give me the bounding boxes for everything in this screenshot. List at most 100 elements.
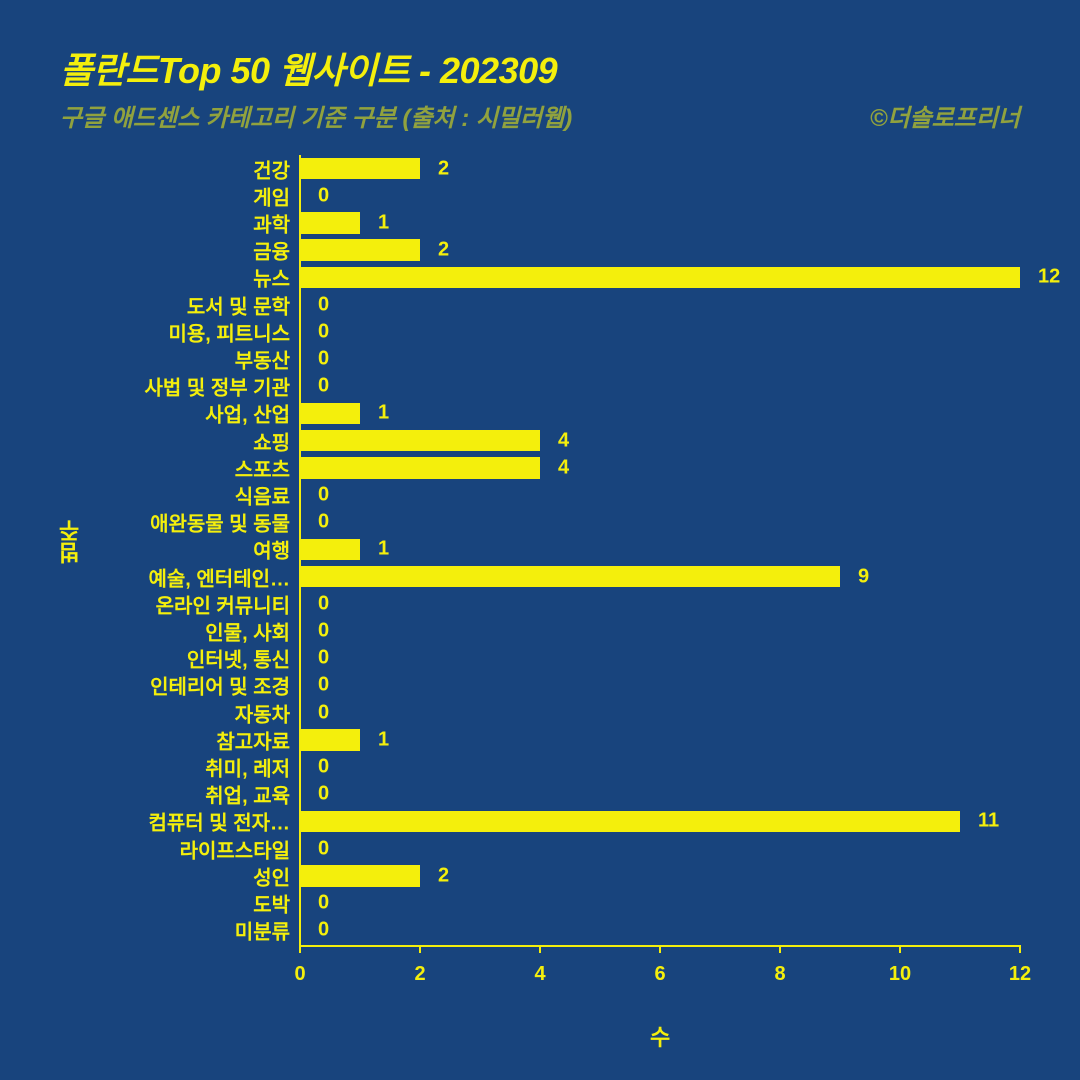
bar-row: 인물, 사회0 <box>300 617 1020 644</box>
value-label: 0 <box>318 647 329 670</box>
bar-row: 라이프스타일0 <box>300 835 1020 862</box>
bar <box>300 729 360 751</box>
x-tick-label: 6 <box>654 963 665 986</box>
category-label: 라이프스타일 <box>180 834 300 863</box>
value-label: 0 <box>318 783 329 806</box>
category-label: 과학 <box>253 208 300 237</box>
category-label: 참고자료 <box>216 725 300 754</box>
bar-row: 참고자료1 <box>300 726 1020 753</box>
category-label: 인터넷, 통신 <box>187 644 300 673</box>
value-label: 2 <box>438 157 449 180</box>
category-label: 식음료 <box>235 480 300 509</box>
bar <box>300 811 960 833</box>
chart-title: 폴란드Top 50 웹사이트 - 202309 <box>60 42 557 94</box>
bar-row: 뉴스12 <box>300 264 1020 291</box>
bar-row: 인테리어 및 조경0 <box>300 672 1020 699</box>
category-label: 스포츠 <box>235 453 300 482</box>
bar-row: 미용, 피트니스0 <box>300 318 1020 345</box>
bar <box>300 865 420 887</box>
category-label: 미용, 피트니스 <box>168 317 300 346</box>
category-label: 예술, 엔터테인… <box>148 562 300 591</box>
bar-row: 취업, 교육0 <box>300 781 1020 808</box>
bar-row: 부동산0 <box>300 345 1020 372</box>
bar-row: 인터넷, 통신0 <box>300 645 1020 672</box>
bar-row: 사법 및 정부 기관0 <box>300 373 1020 400</box>
category-label: 건강 <box>253 154 300 183</box>
bar-row: 쇼핑4 <box>300 427 1020 454</box>
category-label: 뉴스 <box>253 263 300 292</box>
category-label: 애완동물 및 동물 <box>150 508 300 537</box>
bar-row: 스포츠4 <box>300 454 1020 481</box>
x-tick <box>1019 945 1021 953</box>
value-label: 2 <box>438 239 449 262</box>
bar <box>300 539 360 561</box>
value-label: 1 <box>378 728 389 751</box>
x-tick-label: 8 <box>774 963 785 986</box>
value-label: 0 <box>318 592 329 615</box>
category-label: 성인 <box>253 861 300 890</box>
x-tick-label: 2 <box>414 963 425 986</box>
value-label: 0 <box>318 919 329 942</box>
bar <box>300 430 540 452</box>
value-label: 1 <box>378 211 389 234</box>
bar-row: 여행1 <box>300 536 1020 563</box>
x-tick <box>539 945 541 953</box>
bar-row: 금융2 <box>300 237 1020 264</box>
value-label: 0 <box>318 375 329 398</box>
y-axis-line <box>299 155 301 945</box>
bar <box>300 212 360 234</box>
category-label: 자동차 <box>235 698 300 727</box>
category-label: 쇼핑 <box>253 426 300 455</box>
value-label: 0 <box>318 674 329 697</box>
category-label: 금융 <box>253 236 300 265</box>
x-tick <box>659 945 661 953</box>
value-label: 0 <box>318 320 329 343</box>
x-axis-title: 수 <box>650 1020 670 1052</box>
value-label: 4 <box>558 456 569 479</box>
category-label: 온라인 커뮤니티 <box>156 589 300 618</box>
category-label: 사법 및 정부 기관 <box>145 372 300 401</box>
value-label: 0 <box>318 184 329 207</box>
bar-row: 예술, 엔터테인…9 <box>300 563 1020 590</box>
value-label: 2 <box>438 864 449 887</box>
value-label: 0 <box>318 755 329 778</box>
bar-row: 미분류0 <box>300 917 1020 944</box>
x-tick <box>779 945 781 953</box>
category-label: 여행 <box>253 535 300 564</box>
bar-row: 성인2 <box>300 862 1020 889</box>
bar <box>300 239 420 261</box>
bar <box>300 566 840 588</box>
y-axis-title: 범주 <box>55 520 87 564</box>
x-tick-label: 10 <box>889 963 911 986</box>
bar-row: 애완동물 및 동물0 <box>300 509 1020 536</box>
value-label: 0 <box>318 511 329 534</box>
bar-row: 도박0 <box>300 889 1020 916</box>
bar-row: 컴퓨터 및 전자…11 <box>300 808 1020 835</box>
value-label: 4 <box>558 429 569 452</box>
x-tick <box>899 945 901 953</box>
value-label: 0 <box>318 347 329 370</box>
bar-row: 건강2 <box>300 155 1020 182</box>
category-label: 인테리어 및 조경 <box>150 671 300 700</box>
x-tick-label: 4 <box>534 963 545 986</box>
bar <box>300 267 1020 289</box>
bar-row: 과학1 <box>300 209 1020 236</box>
bar-row: 도서 및 문학0 <box>300 291 1020 318</box>
value-label: 11 <box>978 810 999 833</box>
value-label: 0 <box>318 891 329 914</box>
value-label: 0 <box>318 619 329 642</box>
category-label: 인물, 사회 <box>205 616 300 645</box>
bar-row: 사업, 산업1 <box>300 400 1020 427</box>
value-label: 0 <box>318 483 329 506</box>
bar-row: 자동차0 <box>300 699 1020 726</box>
category-label: 취미, 레저 <box>205 752 300 781</box>
chart-subtitle: 구글 애드센스 카테고리 기준 구분 (출처 : 시밀러웹) <box>60 98 572 133</box>
category-label: 컴퓨터 및 전자… <box>148 807 300 836</box>
value-label: 0 <box>318 837 329 860</box>
bar <box>300 158 420 180</box>
value-label: 0 <box>318 701 329 724</box>
x-tick <box>299 945 301 953</box>
category-label: 도서 및 문학 <box>187 290 300 319</box>
category-label: 미분류 <box>235 916 300 945</box>
bar-row: 취미, 레저0 <box>300 753 1020 780</box>
